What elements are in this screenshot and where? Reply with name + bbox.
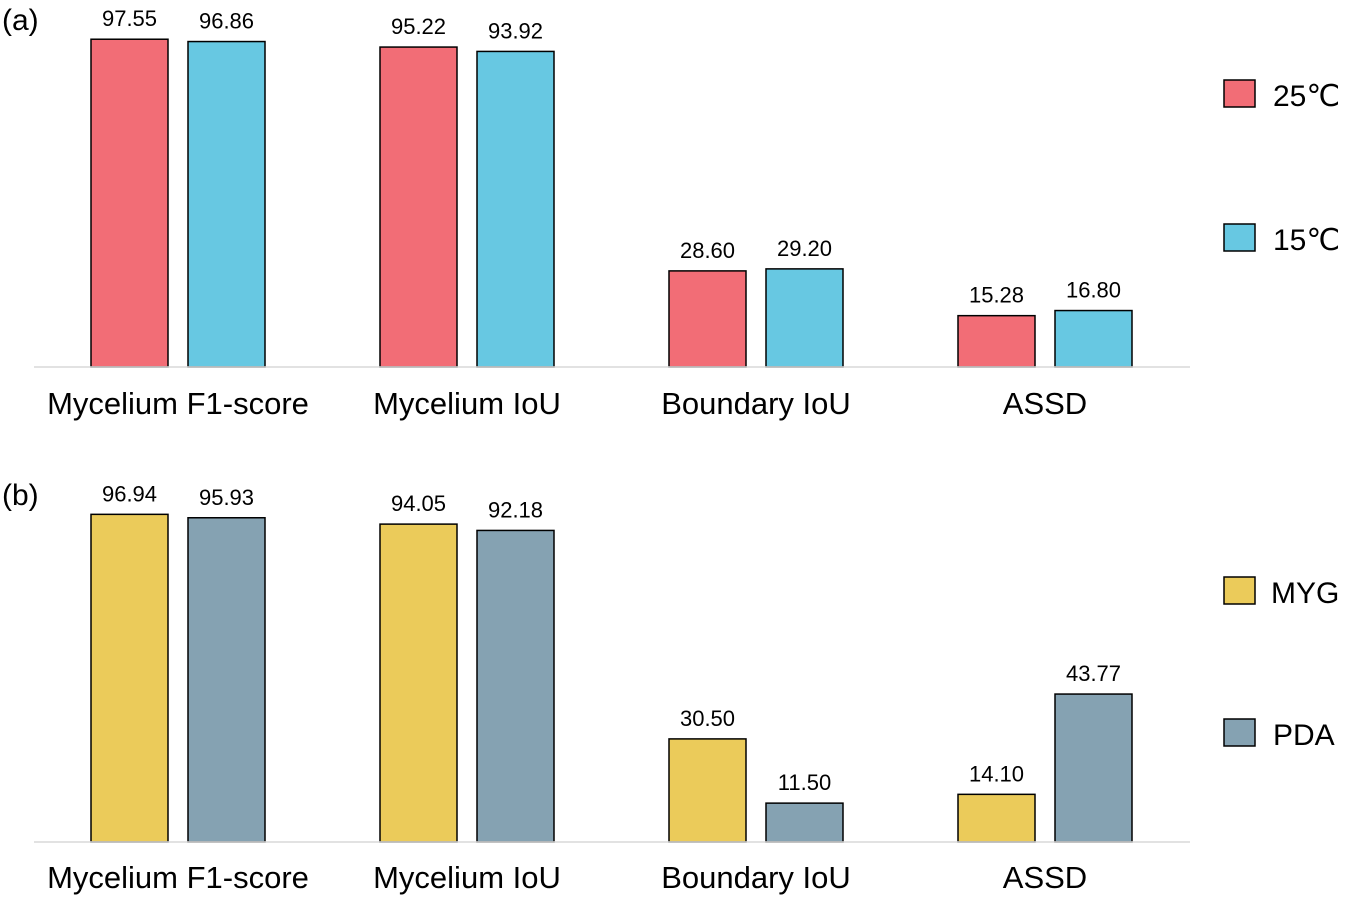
chart-panel-b: (b) 96.94 95.93 94.05 92.18 30.50 11.50 14.10 4…	[2, 479, 1339, 895]
legend-swatch-15c	[1223, 223, 1256, 252]
bar-25-assd	[957, 314, 1036, 368]
legend-label-pda: PDA	[1273, 719, 1335, 752]
bar-myg-mycelium-iou	[379, 523, 458, 843]
value-label-myg-mycelium-iou: 94.05	[391, 491, 446, 516]
panel-label-a: (a)	[2, 4, 39, 37]
category-labels-b: Mycelium F1-score Mycelium IoU Boundary Io…	[47, 860, 1087, 895]
bar-15-assd	[1054, 309, 1133, 368]
bar-15-mycelium-iou	[476, 50, 555, 368]
bar-25-mycelium-f1-score	[90, 38, 169, 368]
category-label-mycelium-f1-score: Mycelium F1-score	[47, 860, 309, 895]
legend-a: 25℃ 15℃	[1223, 79, 1340, 257]
category-label-mycelium-iou: Mycelium IoU	[373, 386, 561, 421]
category-label-boundary-iou: Boundary IoU	[661, 860, 851, 895]
legend-swatch-pda	[1223, 718, 1256, 747]
legend-label-25c: 25℃	[1273, 80, 1340, 113]
bar-pda-boundary-iou	[765, 802, 844, 843]
value-label-pda-boundary-iou: 11.50	[778, 770, 831, 795]
bar-25-mycelium-iou	[379, 46, 458, 368]
category-label-boundary-iou: Boundary IoU	[661, 386, 851, 421]
bar-15-boundary-iou	[765, 268, 844, 368]
legend-swatch-25c	[1223, 79, 1256, 108]
value-label-pda-mycelium-f1-score: 95.93	[199, 485, 254, 510]
category-label-assd: ASSD	[1003, 386, 1087, 421]
chart-panel-a: (a) 97.55 96.86 95.22 93.92 28.60 29.20 15.28 1…	[2, 4, 1340, 421]
value-label-pda-mycelium-iou: 92.18	[488, 497, 543, 522]
value-label-25-boundary-iou: 28.60	[680, 238, 735, 263]
legend-b: MYG PDA	[1223, 576, 1339, 752]
value-labels-b: 96.94 95.93 94.05 92.18 30.50 11.50 14.10 43.77	[102, 481, 1121, 795]
bar-group-b	[90, 513, 1133, 843]
legend-label-15c: 15℃	[1273, 224, 1340, 257]
bar-pda-mycelium-f1-score	[187, 517, 266, 843]
value-label-15-boundary-iou: 29.20	[777, 236, 832, 261]
category-label-assd: ASSD	[1003, 860, 1087, 895]
legend-label-myg: MYG	[1271, 577, 1339, 610]
value-label-myg-assd: 14.10	[969, 761, 1024, 786]
value-label-myg-boundary-iou: 30.50	[680, 706, 735, 731]
bar-myg-assd	[957, 793, 1036, 843]
bar-15-mycelium-f1-score	[187, 40, 266, 368]
value-label-15-mycelium-iou: 93.92	[488, 18, 543, 43]
legend-swatch-myg	[1223, 576, 1256, 605]
bar-group-a	[90, 38, 1133, 368]
value-label-pda-assd: 43.77	[1066, 661, 1121, 686]
value-label-15-mycelium-f1-score: 96.86	[199, 9, 254, 34]
value-labels-a: 97.55 96.86 95.22 93.92 28.60 29.20 15.28 16.80	[102, 6, 1121, 307]
value-label-25-assd: 15.28	[969, 283, 1024, 308]
value-label-myg-mycelium-f1-score: 96.94	[102, 481, 157, 506]
bar-25-boundary-iou	[668, 270, 747, 368]
value-label-25-mycelium-f1-score: 97.55	[102, 6, 157, 31]
bar-pda-mycelium-iou	[476, 529, 555, 843]
bar-myg-boundary-iou	[668, 738, 747, 843]
category-labels-a: Mycelium F1-score Mycelium IoU Boundary Io…	[47, 386, 1087, 421]
value-label-15-assd: 16.80	[1066, 278, 1121, 303]
value-label-25-mycelium-iou: 95.22	[391, 14, 446, 39]
category-label-mycelium-f1-score: Mycelium F1-score	[47, 386, 309, 421]
bar-myg-mycelium-f1-score	[90, 513, 169, 843]
bar-pda-assd	[1054, 693, 1133, 843]
category-label-mycelium-iou: Mycelium IoU	[373, 860, 561, 895]
panel-label-b: (b)	[2, 479, 39, 512]
